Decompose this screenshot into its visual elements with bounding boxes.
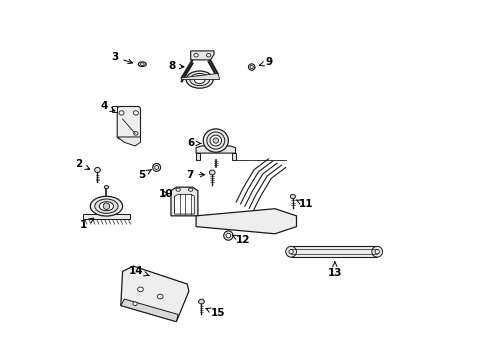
Text: 9: 9 bbox=[259, 57, 272, 67]
Polygon shape bbox=[174, 194, 194, 214]
Ellipse shape bbox=[188, 188, 192, 191]
Polygon shape bbox=[196, 146, 235, 153]
Ellipse shape bbox=[119, 111, 124, 115]
Ellipse shape bbox=[194, 53, 198, 57]
Polygon shape bbox=[196, 209, 296, 234]
Ellipse shape bbox=[189, 73, 209, 86]
Ellipse shape bbox=[203, 129, 228, 152]
Ellipse shape bbox=[104, 185, 108, 189]
Ellipse shape bbox=[194, 76, 204, 84]
Ellipse shape bbox=[371, 246, 382, 257]
Text: 1: 1 bbox=[80, 218, 94, 230]
Text: 4: 4 bbox=[100, 102, 115, 112]
Text: 5: 5 bbox=[139, 170, 151, 180]
Ellipse shape bbox=[290, 194, 295, 199]
Ellipse shape bbox=[137, 287, 143, 292]
Ellipse shape bbox=[94, 167, 100, 172]
Text: 8: 8 bbox=[168, 61, 183, 71]
Ellipse shape bbox=[225, 233, 230, 238]
Ellipse shape bbox=[152, 163, 160, 171]
Ellipse shape bbox=[249, 66, 253, 69]
Ellipse shape bbox=[285, 246, 296, 257]
Ellipse shape bbox=[209, 170, 215, 175]
Ellipse shape bbox=[288, 249, 293, 254]
Ellipse shape bbox=[140, 63, 144, 66]
Ellipse shape bbox=[198, 299, 204, 304]
Text: 7: 7 bbox=[186, 170, 204, 180]
Ellipse shape bbox=[157, 294, 163, 299]
Polygon shape bbox=[112, 107, 117, 112]
Ellipse shape bbox=[374, 249, 379, 254]
Ellipse shape bbox=[186, 71, 213, 88]
Ellipse shape bbox=[248, 64, 254, 70]
Polygon shape bbox=[121, 299, 178, 321]
Polygon shape bbox=[190, 51, 214, 60]
Polygon shape bbox=[171, 187, 198, 216]
Polygon shape bbox=[83, 214, 129, 220]
Ellipse shape bbox=[133, 132, 138, 135]
Ellipse shape bbox=[213, 138, 218, 143]
Polygon shape bbox=[196, 153, 199, 160]
Bar bbox=[290, 246, 376, 257]
Polygon shape bbox=[117, 137, 140, 146]
Ellipse shape bbox=[133, 302, 137, 306]
Text: 10: 10 bbox=[159, 189, 173, 199]
Ellipse shape bbox=[154, 166, 158, 170]
Text: 13: 13 bbox=[327, 262, 342, 278]
Ellipse shape bbox=[223, 231, 233, 240]
Text: 11: 11 bbox=[296, 199, 313, 210]
Ellipse shape bbox=[210, 135, 221, 146]
Text: 6: 6 bbox=[187, 139, 201, 148]
Ellipse shape bbox=[103, 203, 109, 210]
Ellipse shape bbox=[176, 188, 180, 191]
Text: 12: 12 bbox=[232, 235, 249, 245]
Polygon shape bbox=[231, 153, 235, 160]
Ellipse shape bbox=[90, 196, 122, 216]
Polygon shape bbox=[182, 73, 219, 80]
Text: 15: 15 bbox=[205, 308, 224, 318]
Text: 3: 3 bbox=[111, 52, 132, 64]
Polygon shape bbox=[121, 266, 188, 321]
Ellipse shape bbox=[206, 53, 210, 57]
Ellipse shape bbox=[133, 111, 138, 115]
Ellipse shape bbox=[95, 199, 118, 213]
Ellipse shape bbox=[99, 202, 113, 211]
Ellipse shape bbox=[206, 132, 224, 149]
Polygon shape bbox=[117, 107, 140, 139]
Ellipse shape bbox=[138, 62, 146, 67]
Text: 2: 2 bbox=[75, 159, 89, 169]
Text: 14: 14 bbox=[129, 266, 149, 276]
